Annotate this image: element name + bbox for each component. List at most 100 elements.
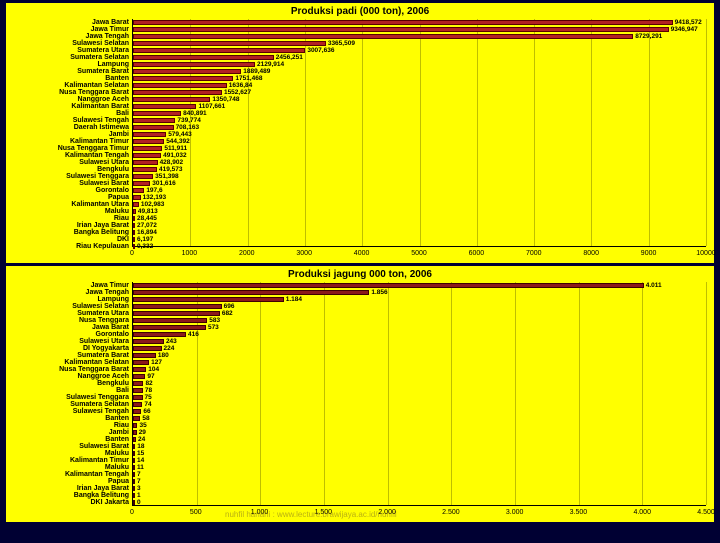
bar	[133, 160, 158, 166]
row-label: Jawa Tengah	[10, 289, 132, 296]
bar	[133, 118, 175, 124]
bar-value: 4.011	[644, 282, 662, 289]
plot-area: 9418,5729346,9478729,2913365,5093007,636…	[132, 19, 706, 247]
bar	[133, 55, 274, 61]
bar-value: 24	[136, 436, 145, 443]
bar-row: 15	[133, 450, 706, 457]
bar-value: 11	[135, 464, 144, 471]
grid-line	[706, 282, 707, 505]
bar-row: 4.011	[133, 282, 706, 289]
bar-value: 6,197	[135, 236, 153, 243]
bar-row: 35	[133, 422, 706, 429]
bar-row: 11	[133, 464, 706, 471]
bar	[133, 381, 143, 387]
bar-value: 15	[135, 450, 144, 457]
row-label: Kalimantan Tengah	[10, 152, 132, 159]
bar-value: 2129,914	[255, 61, 284, 68]
row-label: Jawa Timur	[10, 282, 132, 289]
row-label: Jawa Barat	[10, 324, 132, 331]
chart-panel-1: Produksi jagung 000 ton, 2006Jawa TimurJ…	[6, 266, 714, 522]
bar-row: 49,813	[133, 208, 706, 215]
row-label: Nusa Tenggara Timur	[10, 145, 132, 152]
row-label: Sumatera Barat	[10, 68, 132, 75]
bar-value: 9418,572	[673, 19, 702, 26]
bar	[133, 167, 157, 173]
bar-value: 1350,748	[210, 96, 239, 103]
chart-panel-0: Produksi padi (000 ton), 2006Jawa BaratJ…	[6, 3, 714, 263]
bar-value: 28,445	[135, 215, 157, 222]
x-tick: 2000	[239, 250, 255, 257]
row-label: Sulawesi Tenggara	[10, 394, 132, 401]
row-label: Jawa Tengah	[10, 33, 132, 40]
bar-row: 27,072	[133, 222, 706, 229]
bar	[133, 34, 633, 40]
bar-value: 197,6	[144, 187, 162, 194]
x-tick: 6000	[469, 250, 485, 257]
bar-value: 1636,84	[227, 82, 253, 89]
bar-row: 16,894	[133, 229, 706, 236]
watermark-text: nuhfil hanani : www.lecture.brawijaya.ac…	[225, 510, 397, 519]
bar-value: 1.184	[284, 296, 302, 303]
chart-title: Produksi jagung 000 ton, 2006	[6, 266, 714, 282]
bar-value: 1	[135, 492, 141, 499]
row-label: Banten	[10, 436, 132, 443]
bar-row: 2129,914	[133, 61, 706, 68]
bar-value: 102,983	[139, 201, 165, 208]
bar-value: 27,072	[135, 222, 157, 229]
bar	[133, 402, 142, 408]
bar-value: 696	[222, 303, 235, 310]
bar-row: 491,032	[133, 152, 706, 159]
x-tick: 1000	[182, 250, 198, 257]
bar-value: 29	[137, 429, 146, 436]
bar-value: 3	[135, 485, 141, 492]
bar-value: 127	[149, 359, 162, 366]
bar-value: 301,616	[150, 180, 176, 187]
bar-row: 78	[133, 387, 706, 394]
row-label: Bali	[10, 387, 132, 394]
bar-value: 1.856	[369, 289, 387, 296]
row-label: Papua	[10, 478, 132, 485]
bar-value: 351,398	[153, 173, 179, 180]
row-label: Lampung	[10, 296, 132, 303]
x-tick: 0	[130, 509, 134, 516]
row-label: Sulawesi Tenggara	[10, 173, 132, 180]
bar-value: 682	[220, 310, 233, 317]
bar-value: 708,163	[174, 124, 200, 131]
bar-row: 511,911	[133, 145, 706, 152]
bar-value: 840,891	[181, 110, 207, 117]
bar-value: 1107,661	[196, 103, 225, 110]
row-label: Papua	[10, 194, 132, 201]
bar-row: 583	[133, 317, 706, 324]
bar	[133, 395, 143, 401]
row-label: Kalimantan Timur	[10, 138, 132, 145]
labels-column: Jawa TimurJawa TengahLampungSulawesi Sel…	[10, 282, 132, 506]
row-label: Sumatera Selatan	[10, 401, 132, 408]
bar-value: 1552,627	[222, 89, 251, 96]
row-label: Jambi	[10, 131, 132, 138]
bar	[133, 27, 669, 33]
bar	[133, 332, 186, 338]
row-label: Nusa Tenggara	[10, 317, 132, 324]
bar-value: 9346,947	[669, 26, 698, 33]
bar-row: 579,443	[133, 131, 706, 138]
bar-value: 75	[143, 394, 152, 401]
bar	[133, 304, 222, 310]
row-label: Kalimantan Tengah	[10, 471, 132, 478]
bar-row: 28,445	[133, 215, 706, 222]
bar-value: 3007,636	[305, 47, 334, 54]
bar-row: 1.856	[133, 289, 706, 296]
bar-value: 7	[135, 471, 141, 478]
row-label: Sumatera Selatan	[10, 54, 132, 61]
bar-row: 197,6	[133, 187, 706, 194]
bar-value: 224	[162, 345, 175, 352]
row-label: Sulawesi Selatan	[10, 40, 132, 47]
row-label: Kalimantan Selatan	[10, 359, 132, 366]
bar	[133, 90, 222, 96]
bar-row: 682	[133, 310, 706, 317]
bar	[133, 388, 143, 394]
bar-value: 78	[143, 387, 152, 394]
x-tick: 4.000	[633, 509, 651, 516]
bar-row: 573	[133, 324, 706, 331]
bar-row: 66	[133, 408, 706, 415]
bar-row: 7	[133, 471, 706, 478]
